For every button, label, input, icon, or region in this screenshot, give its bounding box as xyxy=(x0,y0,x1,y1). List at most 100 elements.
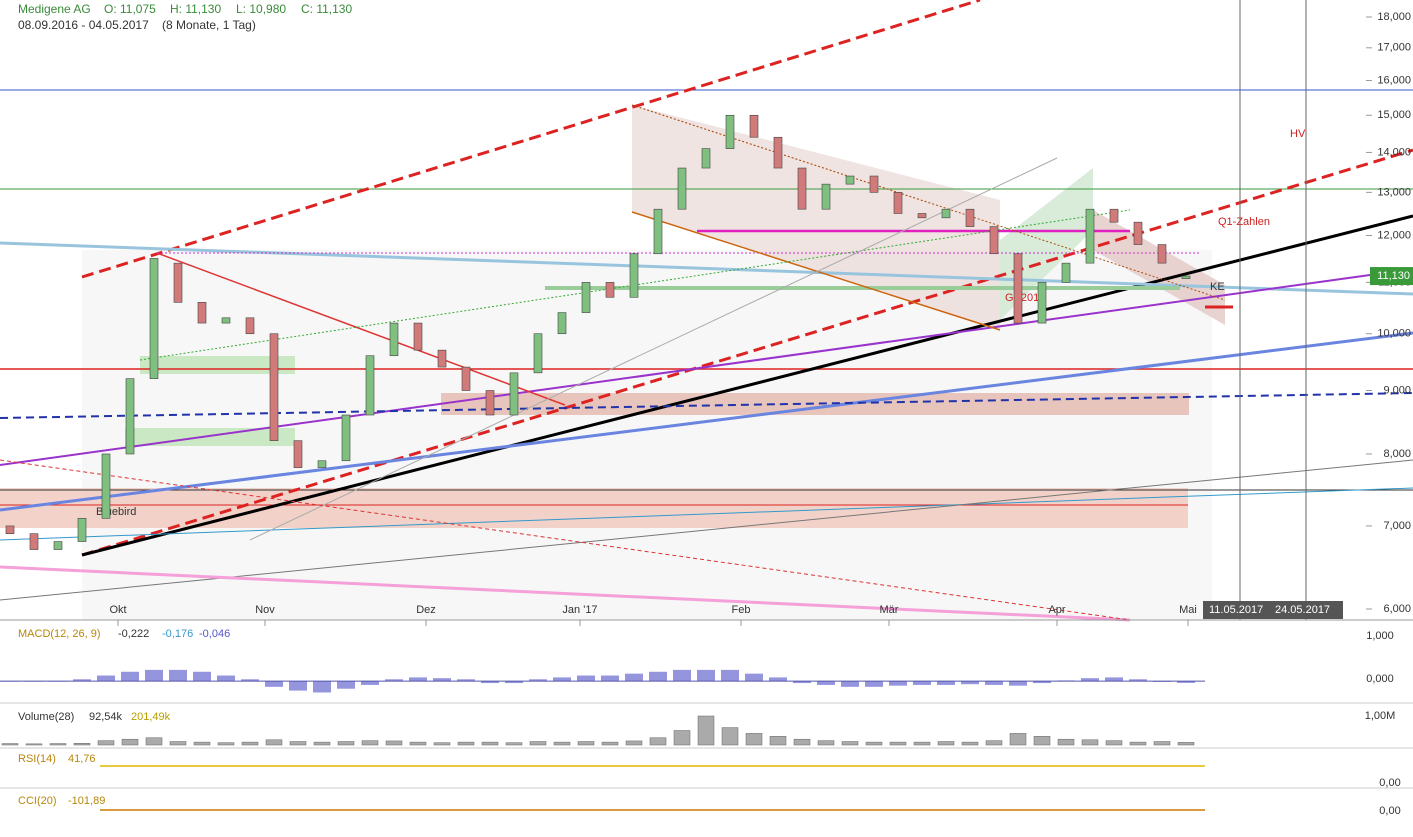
macd-bar xyxy=(889,681,907,686)
volume-bar xyxy=(961,741,979,746)
y-tick-label: 12,000 xyxy=(1377,229,1411,241)
volume-bar xyxy=(265,739,283,746)
candle xyxy=(365,355,375,416)
volume-bar xyxy=(1081,739,1099,746)
volume-bar xyxy=(841,741,859,746)
macd-bar xyxy=(241,679,259,682)
volume-label: Volume(28) xyxy=(18,711,74,723)
x-tick-label: Okt xyxy=(109,604,126,616)
volume-bar xyxy=(409,741,427,746)
macd-bar xyxy=(625,673,643,682)
volume-bar xyxy=(505,742,523,746)
macd-bar xyxy=(769,677,787,682)
macd-value: -0,176 xyxy=(162,628,193,640)
macd-bar xyxy=(361,681,379,685)
volume-value: 201,49k xyxy=(131,711,171,723)
macd-value: -0,222 xyxy=(118,628,149,640)
x-tick-label: Mai xyxy=(1179,604,1197,616)
y-tick-label: 9,000 xyxy=(1383,384,1411,396)
date-range: 08.09.2016 - 04.05.2017 xyxy=(18,18,149,32)
macd-bar xyxy=(985,681,1003,685)
volume-bar xyxy=(697,715,715,746)
candle xyxy=(893,192,903,214)
candle xyxy=(5,525,15,534)
volume-bar xyxy=(457,741,475,746)
candle xyxy=(1181,275,1191,280)
volume-bar xyxy=(361,740,379,746)
y-tick-label: 14,000 xyxy=(1377,146,1411,158)
volume-bar xyxy=(193,741,211,746)
candle xyxy=(269,333,279,441)
macd-bar xyxy=(529,679,547,682)
macd-bar xyxy=(649,671,667,682)
macd-bar xyxy=(841,681,859,687)
candle xyxy=(965,208,975,227)
y-tick-label: 15,000 xyxy=(1377,109,1411,121)
volume-bar xyxy=(337,741,355,746)
y-tick-label: 18,000 xyxy=(1377,11,1411,23)
y-tick-label: 8,000 xyxy=(1383,448,1411,460)
macd-bar xyxy=(121,671,139,682)
macd-bar xyxy=(697,669,715,682)
macd-bar xyxy=(673,669,691,682)
cci-label: CCI(20) xyxy=(18,795,57,807)
y-tick-label: 17,000 xyxy=(1377,42,1411,54)
macd-bar xyxy=(1033,681,1051,684)
candle xyxy=(29,533,39,550)
candle xyxy=(869,175,879,193)
candle xyxy=(677,167,687,210)
volume-bar xyxy=(385,740,403,746)
volume-bar xyxy=(937,741,955,746)
volume-bar xyxy=(985,740,1003,746)
stock-name: Medigene AG xyxy=(18,2,91,16)
candle xyxy=(461,366,471,391)
volume-bar xyxy=(721,727,739,746)
candle xyxy=(125,378,135,455)
macd-bar xyxy=(793,681,811,684)
volume-bar xyxy=(313,741,331,746)
close: C: 11,130 xyxy=(301,2,352,16)
rsi-axis: 0,00 xyxy=(1379,777,1400,789)
macd-bar xyxy=(1105,677,1123,682)
volume-bar xyxy=(769,736,787,746)
period: (8 Monate, 1 Tag) xyxy=(162,18,256,32)
macd-bar xyxy=(937,681,955,685)
volume-bar xyxy=(1153,741,1171,746)
volume-value: 92,54k xyxy=(89,711,123,723)
candle xyxy=(293,440,303,468)
candle xyxy=(437,349,447,368)
volume-bar xyxy=(121,738,139,746)
volume-bar xyxy=(49,743,67,746)
future-date-box xyxy=(1203,601,1343,619)
macd-bar xyxy=(265,681,283,687)
volume-bar xyxy=(1,743,19,746)
macd-bar xyxy=(97,675,115,682)
volume-bar xyxy=(865,741,883,746)
candle xyxy=(1085,208,1095,264)
x-tick-label: Apr xyxy=(1048,604,1065,616)
candle xyxy=(773,136,783,169)
volume-bar xyxy=(1057,738,1075,746)
macd-bar xyxy=(745,673,763,682)
y-tick-label: 10,000 xyxy=(1377,328,1411,340)
annotation: KE xyxy=(1210,281,1225,293)
candle xyxy=(797,167,807,210)
macd-bar xyxy=(457,679,475,682)
candle xyxy=(509,372,519,416)
candle xyxy=(173,262,183,303)
volume-bar xyxy=(553,741,571,746)
candle xyxy=(605,282,615,298)
macd-bar xyxy=(289,681,307,691)
macd-bar xyxy=(1129,679,1147,682)
macd-bar xyxy=(577,675,595,682)
last-price-label: 11,130 xyxy=(1377,270,1410,282)
candle xyxy=(725,114,735,149)
macd-axis: 1,000 xyxy=(1366,630,1394,642)
y-tick-label: 7,000 xyxy=(1383,520,1411,532)
macd-bar xyxy=(817,681,835,685)
candle xyxy=(557,312,567,335)
candle xyxy=(941,208,951,219)
macd-bar xyxy=(145,669,163,682)
volume-bar xyxy=(817,740,835,746)
candle xyxy=(989,226,999,255)
